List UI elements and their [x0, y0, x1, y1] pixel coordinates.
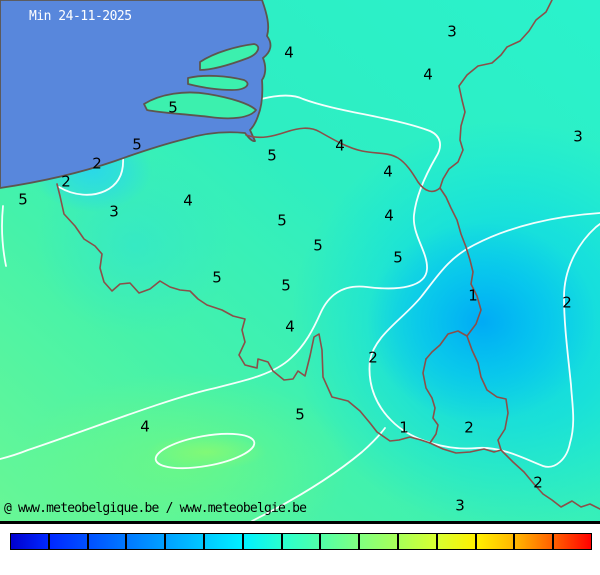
temperature-value-label: 2 [61, 173, 71, 191]
border-luxembourg-west [422, 358, 439, 444]
temperature-value-label: 1 [468, 287, 478, 305]
border-belgium-netherlands [245, 127, 441, 193]
temperature-value-label: 5 [313, 237, 323, 255]
temperature-value-label: 4 [285, 318, 295, 336]
temperature-value-label: 5 [168, 99, 178, 117]
border-luxembourg-north [425, 330, 468, 360]
temperature-value-label: 5 [295, 406, 305, 424]
temperature-value-label: 4 [383, 163, 393, 181]
temperature-value-label: 3 [109, 203, 119, 221]
zeeland-island-middle [187, 74, 249, 91]
temperature-value-label: 2 [92, 155, 102, 173]
map-canvas: 4 3 4 3 5 5 5 4 4 2 2 5 3 4 5 5 4 5 5 5 1 2 2 1 2 4 5 4 3 2 [0, 0, 600, 521]
colorbar-segment [166, 534, 203, 549]
contour-line-west-edge [1, 205, 7, 267]
colorbar-segment [476, 534, 514, 549]
contour-line-coastal [58, 140, 124, 196]
contour-line-south [251, 427, 386, 521]
colorbar-segment [127, 534, 165, 549]
map-title: Min 24-11-2025 [29, 9, 132, 24]
colorbar-segment [360, 534, 397, 549]
colorbar-segment [243, 534, 281, 549]
colorbar-segment [554, 534, 591, 549]
colorbar-segment [321, 534, 359, 549]
temperature-value-label: 4 [423, 66, 433, 84]
temperature-value-label: 4 [183, 192, 193, 210]
border-netherlands-germany [439, 0, 553, 189]
temperature-map: 4 3 4 3 5 5 5 4 4 2 2 5 3 4 5 5 4 5 5 5 1 2 2 1 2 4 5 4 3 2 Min 24-11… [0, 0, 600, 524]
temperature-value-label: 1 [399, 419, 409, 437]
temperature-value-label: 3 [573, 128, 583, 146]
temperature-value-label: 5 [281, 277, 291, 295]
temperature-value-label: 2 [533, 474, 543, 492]
attribution-text: @ www.meteobelgique.be / www.meteobelgie… [4, 501, 307, 516]
border-belgium-germany [439, 187, 482, 337]
colorbar-segment [398, 534, 436, 549]
colorbar-segment [282, 534, 320, 549]
border-luxembourg-south [429, 442, 502, 454]
colorbar-segment [11, 534, 48, 549]
temperature-colorbar [10, 533, 592, 550]
colorbar-segment [437, 534, 475, 549]
temperature-value-label: 5 [277, 212, 287, 230]
temperature-value-label: 4 [335, 137, 345, 155]
contour-ellipse-warm [154, 432, 256, 470]
temperature-value-label: 3 [455, 497, 465, 515]
border-france-germany-southeast [500, 449, 600, 510]
temperature-value-label: 3 [447, 23, 457, 41]
colorbar-segment [49, 534, 87, 549]
temperature-value-label: 5 [267, 147, 277, 165]
temperature-value-label: 5 [132, 136, 142, 154]
border-luxembourg-east [466, 335, 509, 451]
temperature-value-label: 4 [140, 418, 150, 436]
contour-line-main [0, 94, 441, 460]
temperature-value-label: 5 [393, 249, 403, 267]
temperature-value-label: 2 [464, 419, 474, 437]
zeeland-island-south [143, 91, 257, 120]
cold-region-core [367, 222, 597, 422]
colorbar-segment [204, 534, 242, 549]
colorbar-segment [515, 534, 553, 549]
temperature-value-label: 5 [18, 191, 28, 209]
contour-line-cold-loop [368, 212, 600, 468]
temperature-value-label: 4 [384, 207, 394, 225]
temperature-value-label: 2 [562, 294, 572, 312]
temperature-value-label: 2 [368, 349, 378, 367]
temperature-value-label: 5 [212, 269, 222, 287]
north-sea [0, 0, 272, 189]
temperature-value-label: 4 [284, 44, 294, 62]
border-france-belgium [56, 183, 431, 444]
colorbar-segment [88, 534, 126, 549]
zeeland-island-north [199, 43, 260, 71]
